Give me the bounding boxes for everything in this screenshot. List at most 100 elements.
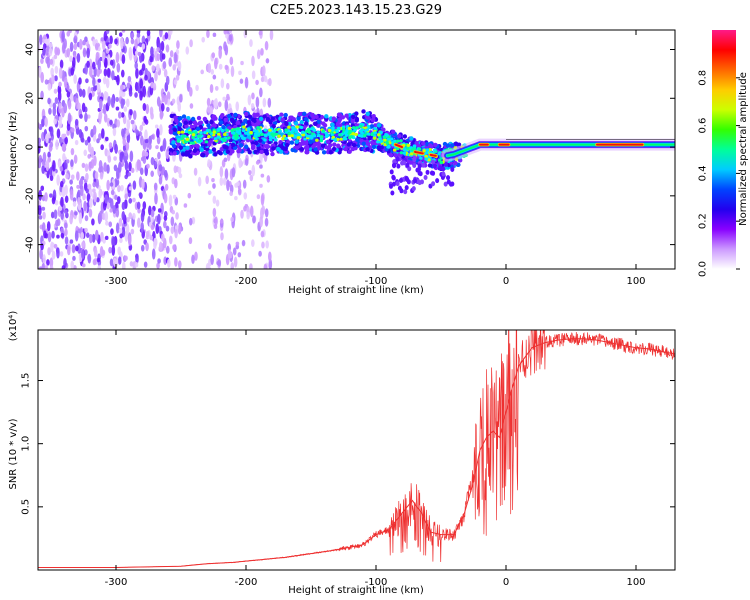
spectrogram-noise-cell: [98, 110, 103, 120]
spectrogram-band-cell: [325, 139, 331, 145]
spectrogram-core-cell: [290, 129, 295, 133]
spectrogram-noise-cell: [156, 96, 161, 107]
spectrogram-core-cell: [422, 149, 426, 153]
spectrogram-noise-cell: [240, 209, 244, 219]
spectrogram-y-ticks: -40 -20 0 20 40: [25, 43, 675, 253]
spectrogram-noise-cell: [120, 84, 124, 91]
spectrogram-core-cell: [188, 131, 192, 135]
spectrogram-core-cell: [405, 146, 410, 150]
spectrogram-band-cell: [246, 134, 252, 140]
spectrogram-core-cell: [227, 136, 231, 140]
spectrogram-noise-cell: [224, 168, 229, 180]
spectrogram-noise-cell: [187, 192, 192, 199]
spectrogram-noise-cell: [69, 41, 74, 52]
spectrogram-noise-cell: [142, 85, 147, 98]
spectrogram-core-cell: [189, 141, 194, 145]
spectrogram-noise-cell: [158, 241, 163, 252]
spectrogram-noise-cell: [52, 169, 56, 177]
spectrogram-noise-cell: [264, 40, 269, 51]
spectrogram-noise-cell: [82, 47, 87, 58]
spectrogram-core-cell: [284, 128, 288, 132]
spectrogram-core-cell: [424, 151, 429, 155]
spectrogram-noise-cell: [224, 64, 229, 70]
spectrogram-noise-cell: [162, 61, 167, 70]
spectrogram-core-cell: [406, 143, 411, 148]
spectrogram-core-cell: [379, 130, 383, 135]
spectrogram-core-cell: [268, 128, 272, 132]
spectrogram-noise-cell: [201, 36, 206, 43]
spectrogram-noise-cell: [256, 49, 261, 60]
spectrogram-noise-cell: [99, 98, 103, 111]
spectrogram-noise-cell: [260, 194, 265, 206]
spectrogram-noise-cell: [118, 161, 122, 173]
spectrogram-side-cell: [446, 175, 451, 181]
spectrogram-noise-cell: [242, 179, 247, 189]
spectrogram-core-cell: [281, 137, 285, 141]
spectrogram-noise-cell: [226, 82, 230, 90]
spectrogram-band-cell: [244, 111, 249, 117]
spectrogram-noise-cell: [171, 98, 176, 104]
x-tick-label: 0: [503, 276, 509, 287]
spectrogram-band-cell: [213, 152, 218, 157]
spectrogram-band-cell: [284, 142, 290, 148]
spectrogram-band-cell: [230, 142, 236, 148]
spectrogram-band-cell: [370, 140, 375, 146]
spectrogram-noise-cell: [116, 74, 120, 86]
y-tick-label: -40: [25, 236, 36, 252]
spectrogram-noise-cell: [70, 159, 74, 167]
spectrogram-core-cell: [225, 128, 230, 132]
spectrogram-band-cell: [365, 146, 370, 152]
spectrogram-noise-cell: [163, 169, 168, 178]
spectrogram-noise-cell: [92, 181, 97, 188]
spectrogram-noise-cell: [61, 170, 65, 176]
spectrogram-side-cell: [443, 181, 448, 187]
spectrogram-noise-cell: [54, 65, 59, 75]
spectrogram-noise-cell: [137, 208, 141, 214]
spectrogram-noise-cell: [251, 55, 255, 67]
colorbar-tick-label: 0.2: [698, 213, 709, 229]
spectrogram-noise-cell: [77, 197, 81, 206]
spectrogram-noise-cell: [89, 197, 93, 208]
spectrogram-core-cell: [419, 156, 423, 160]
spectrogram-side-cell: [411, 186, 416, 192]
spectrogram-noise-cell: [124, 174, 128, 180]
spectrogram-noise-cell: [188, 217, 193, 226]
spectrogram-noise-cell: [259, 87, 263, 98]
spectrogram-noise-cell: [264, 217, 269, 227]
spectrogram-noise-cell: [84, 125, 89, 132]
spectrogram-core-cell: [344, 133, 349, 137]
spectrogram-noise-cell: [162, 138, 167, 150]
spectrogram-noise-cell: [79, 113, 83, 119]
spectrogram-band-cell: [247, 114, 253, 119]
spectrogram-band-cell: [271, 146, 276, 151]
spectrogram-noise-cell: [159, 110, 164, 120]
spectrogram-noise-cell: [74, 139, 79, 146]
spectrogram-noise-cell: [84, 112, 88, 123]
spectrogram-core-cell: [331, 126, 335, 130]
spectrogram-band-cell: [196, 115, 202, 121]
spectrogram-noise-cell: [212, 74, 217, 80]
spectrogram-noise-cell: [129, 150, 134, 162]
spectrogram-noise-cell: [56, 174, 60, 186]
spectrogram-noise-cell: [176, 40, 180, 50]
spectrogram-noise-cell: [109, 35, 113, 45]
spectrogram-noise-cell: [260, 48, 264, 56]
spectrogram-noise-cell: [66, 31, 71, 37]
spectrogram-core-cell: [239, 134, 244, 138]
spectrogram-noise-cell: [216, 261, 220, 266]
spectrogram-noise-cell: [62, 133, 67, 138]
spectrogram-noise-cell: [137, 51, 142, 57]
spectrogram-core-cell: [301, 133, 305, 137]
spectrogram-core-cell: [424, 157, 428, 161]
spectrogram-noise-cell: [169, 50, 174, 58]
figure-title: C2E5.2023.143.15.23.G29: [270, 3, 442, 18]
spectrogram-noise-cell: [54, 97, 59, 104]
spectrogram-band-cell: [299, 146, 305, 152]
spectrogram-noise-cell: [260, 207, 264, 220]
spectrogram-core-cell: [222, 132, 227, 137]
spectrogram-noise-cell: [60, 196, 64, 208]
spectrogram-noise-cell: [103, 113, 108, 123]
spectrogram-noise-cell: [156, 63, 160, 72]
spectrogram-band-cell: [344, 113, 349, 118]
spectrogram-band-cell: [195, 144, 200, 149]
